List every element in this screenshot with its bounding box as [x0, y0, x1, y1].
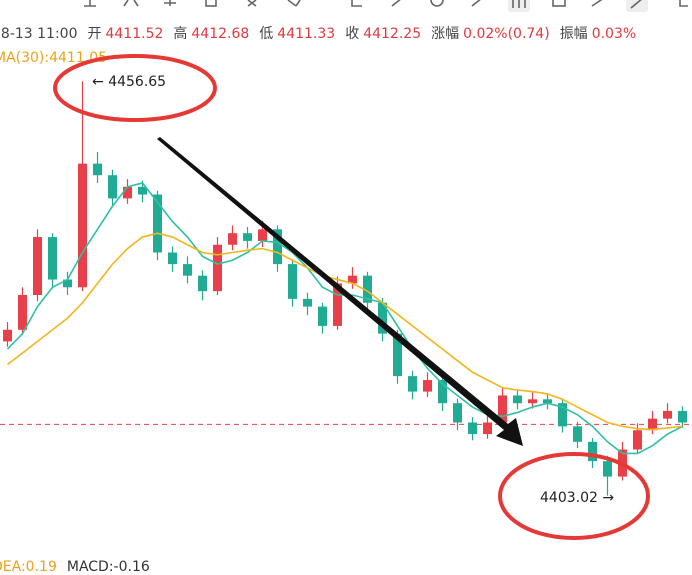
candle-body — [543, 399, 552, 404]
header-value: 4411.33 — [277, 26, 335, 42]
candle-body — [393, 333, 402, 377]
candle-body — [63, 279, 72, 288]
toolbar-icon[interactable] — [391, 0, 402, 7]
candle-body — [213, 244, 222, 292]
high-label: ← 4456.65 — [92, 74, 166, 90]
header-value: 0.02%(0.74) — [463, 26, 550, 42]
toolbar-icon[interactable] — [287, 0, 301, 7]
candle-body — [243, 233, 252, 241]
header-label: 高 — [173, 25, 187, 42]
indicator: MACD:-0.16 — [67, 559, 150, 575]
toolbar-icon[interactable] — [512, 0, 526, 8]
candle-body — [258, 229, 267, 241]
candle-body — [138, 186, 147, 195]
arrow-glyph: ← — [92, 74, 108, 90]
candle-body — [558, 403, 567, 427]
candle-body — [453, 403, 462, 423]
candle-body — [228, 233, 237, 245]
candle-body — [318, 306, 327, 326]
ma-label: MA(30):4411.05 — [0, 50, 107, 66]
candle-body — [153, 194, 162, 253]
header-value: 4412.68 — [191, 26, 249, 42]
toolbar-icon[interactable] — [626, 0, 648, 12]
candle-body — [3, 329, 12, 342]
toolbar-icon[interactable] — [247, 0, 257, 7]
candle-body — [273, 229, 282, 265]
candle-body — [408, 376, 417, 392]
ma-line — [7, 232, 683, 431]
toolbar-icon[interactable] — [84, 0, 96, 7]
toolbar-icon[interactable] — [591, 0, 604, 7]
header-label: 收 — [345, 26, 359, 42]
candle-body — [288, 264, 297, 299]
candle-body — [18, 295, 27, 330]
candle-body — [78, 163, 87, 288]
indicator: DEA:0.19 — [0, 559, 57, 575]
highlight-ellipse — [498, 452, 650, 540]
candle-body — [108, 175, 117, 199]
toolbar-icon[interactable] — [123, 0, 139, 7]
candle-body — [363, 275, 372, 303]
candle-body — [468, 422, 477, 435]
toolbar-icon[interactable] — [351, 0, 362, 7]
low-value: 4403.02 — [540, 490, 598, 506]
toolbar-icon[interactable] — [630, 0, 643, 9]
candle-body — [168, 252, 177, 265]
candle-body — [198, 275, 207, 292]
candle-body — [648, 418, 657, 431]
trend-arrow — [157, 137, 523, 446]
header-row: 08-13 11:00 开 4411.52 高 4412.68 低 4411.33 收 4412… — [0, 25, 636, 42]
toolbar-icon[interactable] — [205, 0, 217, 7]
header-value: 0.03% — [592, 26, 636, 42]
candle-body — [603, 461, 612, 477]
footer-row: DEA:0.19 MACD:-0.16 — [0, 559, 150, 575]
plot — [0, 81, 692, 496]
candle-body — [573, 426, 582, 442]
toolbar-icon[interactable] — [552, 0, 566, 7]
candle-body — [123, 186, 132, 199]
candle-body — [333, 283, 342, 326]
candle-body — [48, 237, 57, 280]
toolbar — [84, 0, 688, 12]
candle-body — [588, 441, 597, 462]
candle-body — [438, 380, 447, 404]
arrow-glyph: → — [598, 490, 614, 506]
candle-body — [483, 422, 492, 435]
toolbar-icon[interactable] — [471, 0, 482, 7]
highlight-ellipse — [53, 54, 217, 122]
candle-body — [633, 430, 642, 450]
candle-body — [528, 399, 537, 404]
candle-body — [423, 380, 432, 392]
header-value: 4411.52 — [105, 26, 163, 42]
candle-body — [513, 395, 522, 404]
candle-body — [678, 410, 687, 423]
candle-body — [33, 237, 42, 295]
toolbar-icon[interactable] — [430, 0, 444, 7]
candle-body — [378, 302, 387, 334]
candle-body — [348, 275, 357, 284]
header-value: 4412.25 — [363, 26, 421, 42]
header-label: 低 — [259, 26, 273, 42]
ma-line — [6, 182, 683, 455]
high-value: 4456.65 — [108, 74, 166, 90]
header-time: 08-13 11:00 — [0, 26, 77, 42]
candle-body — [93, 163, 102, 176]
toolbar-icon[interactable] — [679, 0, 688, 7]
candle-body — [498, 395, 507, 423]
header-label: 开 — [87, 26, 101, 42]
candle-body — [183, 264, 192, 276]
header-label: 涨幅 — [431, 26, 459, 42]
candle-body — [303, 298, 312, 307]
candle-body — [663, 410, 672, 419]
toolbar-icon[interactable] — [164, 0, 176, 6]
header-label: 振幅 — [560, 26, 588, 42]
low-label: 4403.02 → — [540, 490, 614, 506]
